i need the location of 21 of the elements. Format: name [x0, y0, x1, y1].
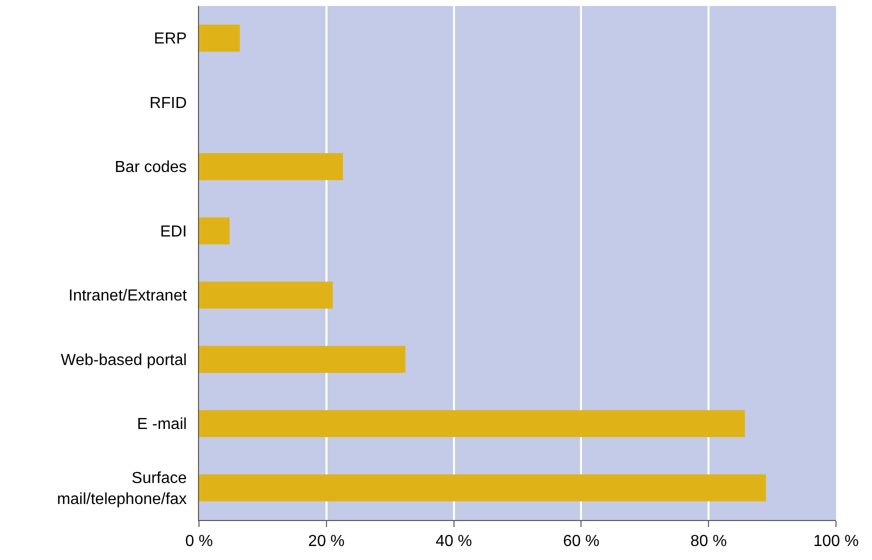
y-tick-label: Web-based portal [60, 352, 187, 369]
x-tick-label: 40 % [436, 533, 472, 550]
bar [199, 410, 745, 438]
bar [199, 282, 333, 309]
x-tick-label: 60 % [562, 533, 600, 550]
y-tick-label: RFID [149, 94, 187, 112]
x-tick-label: 100 % [813, 533, 859, 550]
y-tick-label: EDI [160, 223, 187, 240]
bar [199, 346, 406, 373]
y-tick-label: E -mail [137, 416, 187, 434]
x-tick-label: 20 % [308, 533, 345, 550]
y-tick-label: Surface mail/telephone/fax [56, 470, 187, 508]
y-tick-label: Bar codes [114, 159, 187, 176]
x-tick-label: 80 % [690, 533, 727, 550]
y-tick-label: Intranet/Extranet [68, 288, 188, 305]
bar [199, 474, 766, 502]
x-tick-label: 0 % [185, 533, 213, 550]
bar [199, 153, 343, 180]
bar [199, 217, 230, 244]
bar [199, 24, 240, 52]
y-tick-label: ERP [154, 30, 187, 48]
